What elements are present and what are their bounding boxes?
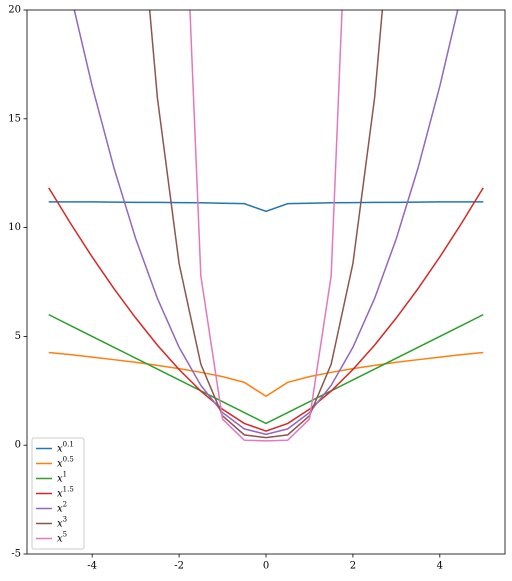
series-line xyxy=(148,10,384,439)
legend-label: x1 xyxy=(57,471,67,485)
legend-label: x0.1 xyxy=(57,441,74,455)
y-tick-label: -5 xyxy=(11,549,21,560)
series-line xyxy=(48,313,484,425)
x-tick-label: 2 xyxy=(350,561,356,572)
legend-label: x0.5 xyxy=(57,456,74,470)
legend-label: x5 xyxy=(57,531,67,545)
legend-box xyxy=(31,437,85,550)
plot-frame xyxy=(26,9,506,555)
y-tick-label: 5 xyxy=(15,331,21,342)
y-tick-label: 15 xyxy=(8,113,21,124)
y-tick-label: 10 xyxy=(8,222,21,233)
x-tick-label: -4 xyxy=(87,561,97,572)
plot-lines xyxy=(48,10,484,442)
legend-label: x1.5 xyxy=(57,486,74,500)
series-line xyxy=(189,10,343,442)
series-line xyxy=(73,10,459,436)
x-tick-label: 0 xyxy=(263,561,269,572)
legend-label: x3 xyxy=(57,516,67,530)
series-line xyxy=(48,187,484,432)
y-tick-label: 20 xyxy=(8,5,21,16)
y-tick-label: 0 xyxy=(15,440,21,451)
series-line xyxy=(48,201,484,213)
legend-label: x2 xyxy=(57,501,67,515)
x-tick-label: -2 xyxy=(174,561,184,572)
series-line xyxy=(48,351,484,398)
x-tick-label: 4 xyxy=(437,561,443,572)
